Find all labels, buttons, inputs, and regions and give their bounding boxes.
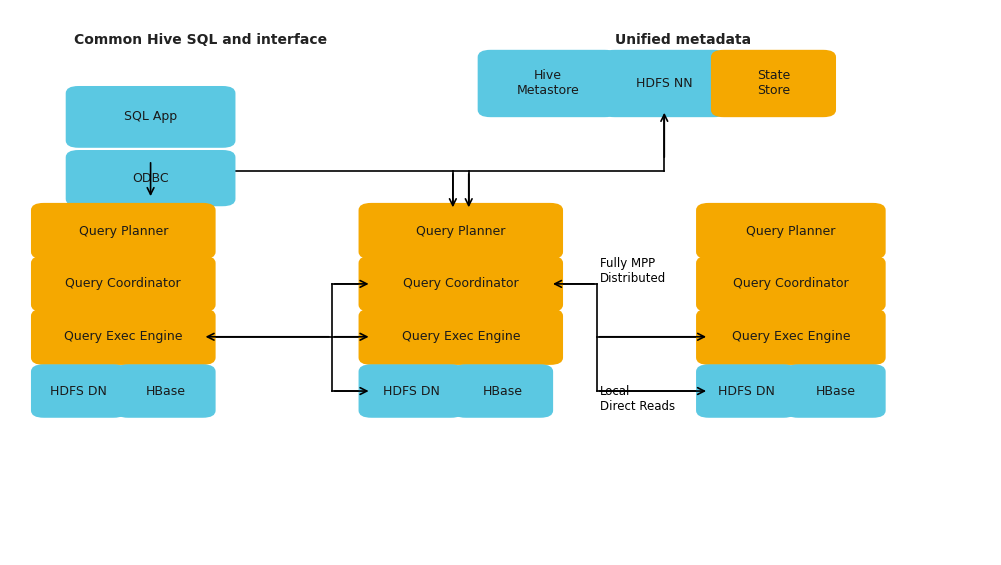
FancyBboxPatch shape: [31, 308, 215, 365]
FancyBboxPatch shape: [66, 150, 235, 206]
Text: Hive
Metastore: Hive Metastore: [517, 69, 579, 98]
Text: HDFS DN: HDFS DN: [50, 385, 107, 398]
FancyBboxPatch shape: [358, 256, 563, 312]
FancyBboxPatch shape: [358, 203, 563, 259]
Text: Query Coordinator: Query Coordinator: [65, 277, 181, 290]
Text: Fully MPP
Distributed: Fully MPP Distributed: [600, 258, 666, 285]
Text: Local
Direct Reads: Local Direct Reads: [600, 385, 675, 414]
Text: Common Hive SQL and interface: Common Hive SQL and interface: [74, 33, 326, 47]
FancyBboxPatch shape: [66, 86, 235, 148]
Text: Query Planner: Query Planner: [79, 224, 168, 237]
FancyBboxPatch shape: [696, 256, 886, 312]
Text: Query Planner: Query Planner: [746, 224, 836, 237]
FancyBboxPatch shape: [711, 50, 836, 117]
Text: Query Exec Engine: Query Exec Engine: [64, 331, 182, 344]
Text: Query Coordinator: Query Coordinator: [733, 277, 849, 290]
Text: HDFS NN: HDFS NN: [636, 77, 693, 90]
FancyBboxPatch shape: [358, 308, 563, 365]
Text: ODBC: ODBC: [132, 172, 169, 185]
Text: HBase: HBase: [145, 385, 185, 398]
Text: HBase: HBase: [482, 385, 523, 398]
FancyBboxPatch shape: [31, 203, 215, 259]
Text: Query Exec Engine: Query Exec Engine: [401, 331, 521, 344]
FancyBboxPatch shape: [786, 364, 886, 418]
Text: Query Planner: Query Planner: [416, 224, 506, 237]
FancyBboxPatch shape: [477, 50, 618, 117]
Text: SQL App: SQL App: [124, 110, 177, 123]
Text: HDFS DN: HDFS DN: [382, 385, 439, 398]
FancyBboxPatch shape: [115, 364, 215, 418]
FancyBboxPatch shape: [358, 364, 463, 418]
Text: State
Store: State Store: [757, 69, 790, 98]
FancyBboxPatch shape: [696, 308, 886, 365]
FancyBboxPatch shape: [696, 364, 797, 418]
Text: Query Exec Engine: Query Exec Engine: [732, 331, 850, 344]
Text: Unified metadata: Unified metadata: [615, 33, 751, 47]
FancyBboxPatch shape: [696, 203, 886, 259]
FancyBboxPatch shape: [452, 364, 554, 418]
Text: Query Coordinator: Query Coordinator: [403, 277, 519, 290]
FancyBboxPatch shape: [31, 364, 126, 418]
Text: HBase: HBase: [816, 385, 856, 398]
FancyBboxPatch shape: [602, 50, 727, 117]
Text: HDFS DN: HDFS DN: [718, 385, 775, 398]
FancyBboxPatch shape: [31, 256, 215, 312]
